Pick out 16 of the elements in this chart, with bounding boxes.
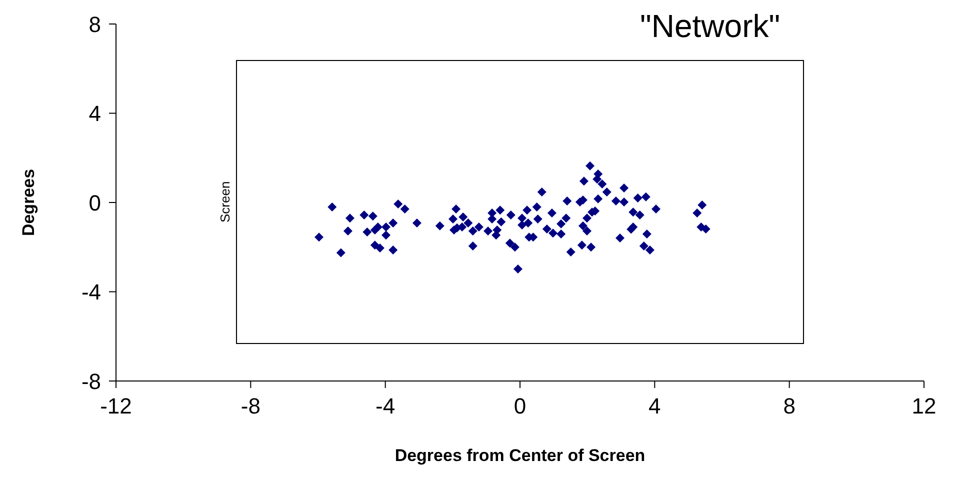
y-tick-label: -4 bbox=[81, 280, 101, 305]
y-tick-label: 4 bbox=[88, 101, 101, 126]
x-axis-title: Degrees from Center of Screen bbox=[394, 446, 646, 465]
x-tick-label: 4 bbox=[648, 394, 661, 419]
x-tick-label: -8 bbox=[240, 394, 260, 419]
y-axis-title: Degrees bbox=[19, 168, 38, 236]
y-tick-label: 0 bbox=[88, 190, 101, 216]
x-tick-label: -12 bbox=[100, 394, 132, 419]
x-tick-label: 8 bbox=[783, 394, 796, 419]
x-tick-label: 0 bbox=[514, 394, 526, 419]
x-tick-label: -4 bbox=[376, 394, 396, 419]
x-tick-label: 12 bbox=[912, 394, 936, 419]
y-tick-label: 8 bbox=[88, 12, 101, 37]
chart-title: "Network" bbox=[640, 8, 780, 45]
y-tick-label: -8 bbox=[81, 368, 101, 394]
annotation: Screen bbox=[218, 181, 232, 222]
